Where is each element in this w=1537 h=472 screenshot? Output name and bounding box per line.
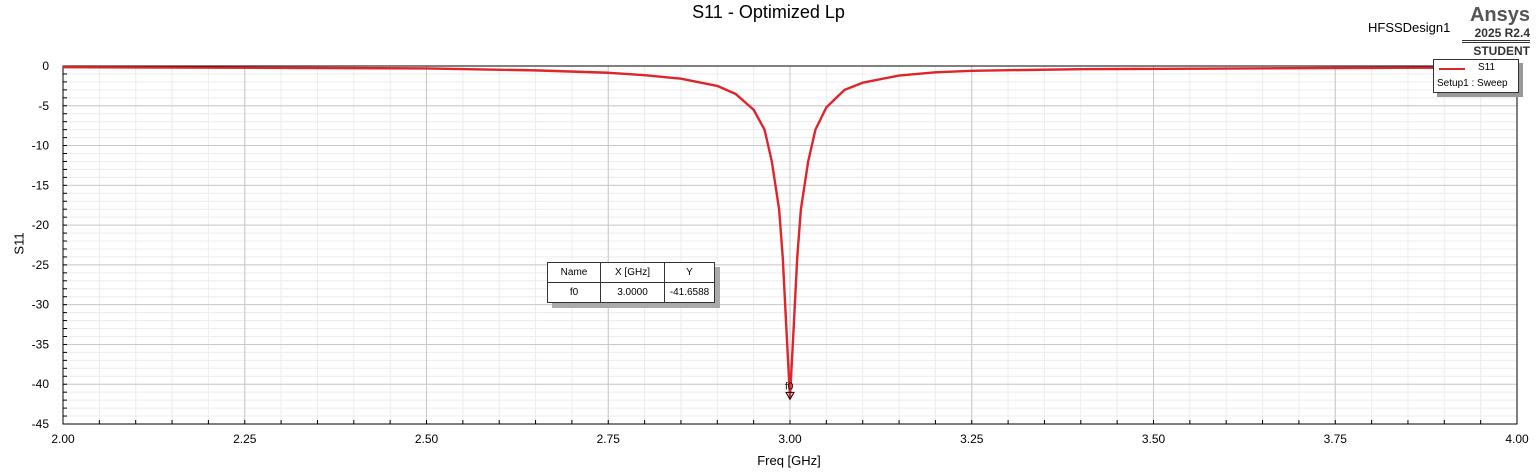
y-tick-label: 0 — [42, 59, 49, 73]
legend-setup: Setup1 : Sweep — [1437, 78, 1508, 89]
y-tick-label: -5 — [38, 99, 49, 113]
marker-table-row: f0 3.0000 -41.6588 — [547, 282, 715, 303]
x-tick-label: 3.75 — [1324, 432, 1348, 446]
brand-version: 2025 R2.4 — [1462, 26, 1530, 41]
y-tick-label: -30 — [32, 298, 50, 312]
brand-logo: Ansys 2025 R2.4 STUDENT — [1462, 4, 1530, 59]
x-tick-label: 2.00 — [51, 432, 75, 446]
x-tick-label: 2.25 — [233, 432, 257, 446]
marker-col-name: Name — [547, 262, 601, 283]
brand-edition: STUDENT — [1462, 42, 1530, 59]
chart-title: S11 - Optimized Lp — [692, 2, 845, 22]
brand-name: Ansys — [1469, 4, 1530, 26]
series-line-s11 — [62, 65, 1518, 399]
x-tick-label: 2.75 — [597, 432, 621, 446]
marker-y: -41.6588 — [664, 282, 715, 303]
y-tick-label: -15 — [32, 178, 50, 192]
plot-area-border — [62, 65, 1518, 425]
y-tick-label: -10 — [32, 139, 50, 153]
legend-series-name: S11 — [1478, 62, 1496, 73]
legend-swatch — [1439, 68, 1465, 70]
marker-label: f0 — [785, 381, 794, 392]
marker-table[interactable]: Name X [GHz] Y f0 3.0000 -41.6588 — [547, 262, 715, 303]
y-tick-label: -20 — [32, 218, 50, 232]
y-tick-label: -25 — [32, 258, 50, 272]
x-tick-label: 2.50 — [415, 432, 439, 446]
x-axis-label: Freq [GHz] — [757, 453, 821, 468]
y-tick-label: -35 — [32, 337, 50, 351]
y-tick-label: -40 — [32, 377, 50, 391]
y-tick-label: -45 — [32, 417, 50, 431]
y-axis-label: S11 — [11, 232, 27, 255]
marker-name: f0 — [547, 282, 601, 303]
x-tick-label: 3.00 — [778, 432, 802, 446]
legend[interactable]: S11 Setup1 : Sweep — [1433, 59, 1519, 93]
design-name: HFSSDesign1 — [1368, 20, 1451, 35]
marker-col-y: Y — [664, 262, 715, 283]
marker-triangle — [785, 391, 795, 401]
x-tick-label: 3.50 — [1142, 432, 1166, 446]
x-tick-label: 3.25 — [960, 432, 984, 446]
marker-col-x: X [GHz] — [600, 262, 665, 283]
marker-x: 3.0000 — [600, 282, 665, 303]
marker-table-header: Name X [GHz] Y — [547, 262, 715, 283]
x-tick-label: 4.00 — [1505, 432, 1529, 446]
